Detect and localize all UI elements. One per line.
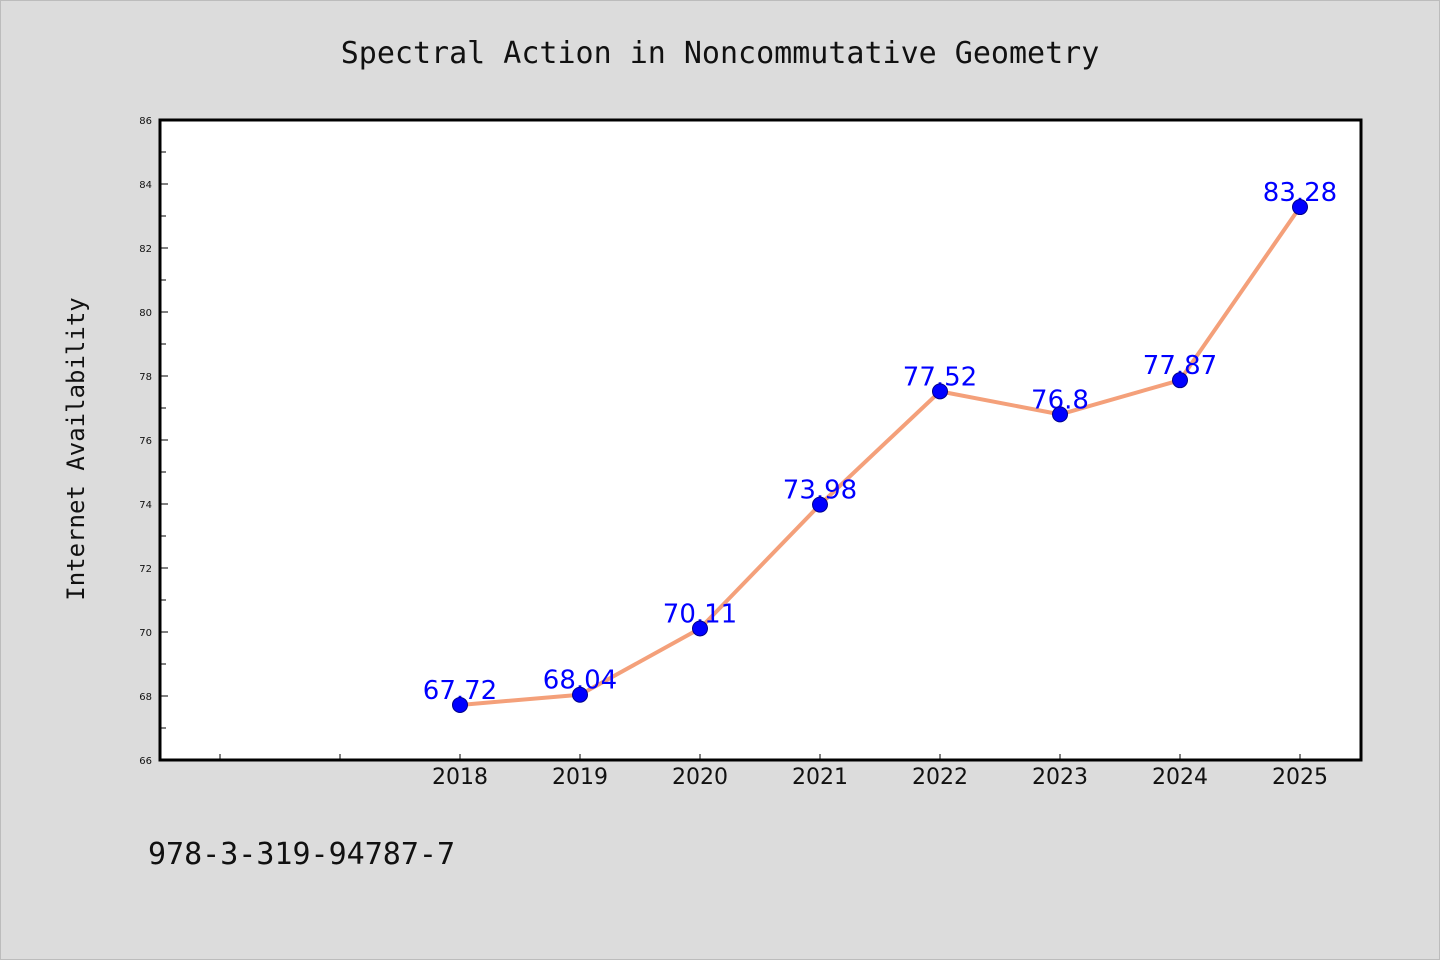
data-point	[812, 496, 828, 513]
series-line	[459, 205, 1302, 707]
y-tick-label: 74	[139, 500, 152, 511]
chart-title: Spectral Action in Noncommutative Geomet…	[341, 36, 1100, 71]
data-point	[572, 686, 588, 703]
y-tick-label: 68	[139, 692, 152, 703]
plot-area	[158, 118, 1363, 762]
x-tick-label: 2025	[1272, 765, 1328, 790]
x-axis-ticks: 2018 2019 2020 2021 2022 2023 2024 2025	[219, 754, 1328, 790]
y-axis-ticks: 66 68 70 72 74 76 78 80 82 84 86	[139, 116, 168, 767]
x-tick-label: 2021	[792, 765, 848, 790]
x-tick-label: 2022	[912, 765, 968, 790]
y-tick-label: 82	[139, 244, 152, 255]
x-tick-label: 2018	[432, 765, 488, 790]
data-point	[932, 383, 948, 400]
y-tick-label: 72	[139, 564, 152, 575]
x-tick-label: 2020	[672, 765, 728, 790]
data-point	[452, 696, 468, 713]
y-tick-label: 78	[139, 372, 152, 383]
data-point	[1292, 199, 1308, 216]
data-point	[1172, 372, 1188, 389]
data-point	[1052, 406, 1068, 423]
y-tick-label: 76	[139, 436, 152, 447]
y-axis-label: Internet Availability	[62, 297, 90, 600]
x-tick-label: 2024	[1152, 765, 1208, 790]
data-point	[692, 620, 708, 637]
y-tick-label: 70	[139, 628, 152, 639]
y-tick-label: 84	[139, 180, 152, 191]
isbn-footer: 978-3-319-94787-7	[148, 837, 455, 872]
y-tick-label: 66	[139, 756, 152, 767]
y-tick-label: 80	[139, 308, 152, 319]
y-tick-label: 86	[139, 116, 152, 127]
x-tick-label: 2019	[552, 765, 608, 790]
x-tick-label: 2023	[1032, 765, 1088, 790]
